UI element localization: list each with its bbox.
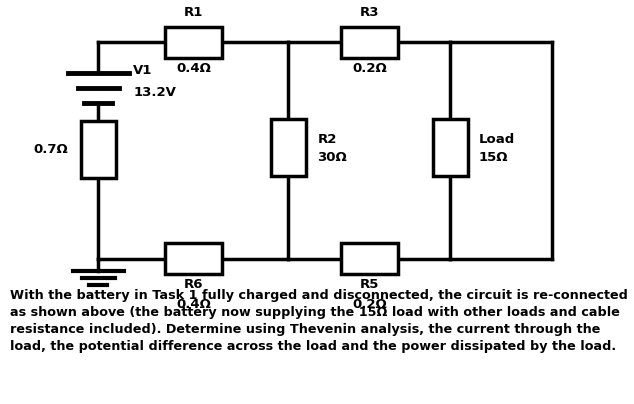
Bar [432,119,468,176]
Bar [81,121,116,178]
Text: R5: R5 [359,278,379,291]
Text: 0.2Ω: 0.2Ω [352,61,387,75]
Text: 15Ω: 15Ω [479,151,508,164]
Bar [341,243,398,274]
Text: V1: V1 [133,64,153,77]
Text: R3: R3 [359,6,379,19]
Bar [271,119,306,176]
Text: 0.4Ω: 0.4Ω [176,298,211,311]
Bar [165,27,222,57]
Text: 0.2Ω: 0.2Ω [352,298,387,311]
Text: 30Ω: 30Ω [317,151,347,164]
Text: R6: R6 [184,278,203,291]
Text: With the battery in Task 1 fully charged and disconnected, the circuit is re-con: With the battery in Task 1 fully charged… [10,289,628,353]
Bar [165,243,222,274]
Text: 13.2V: 13.2V [133,86,176,99]
Text: 0.7Ω: 0.7Ω [34,143,68,156]
Text: Load: Load [479,133,515,146]
Text: R1: R1 [184,6,203,19]
Text: 0.4Ω: 0.4Ω [176,61,211,75]
Bar [341,27,398,57]
Text: R2: R2 [317,133,337,146]
